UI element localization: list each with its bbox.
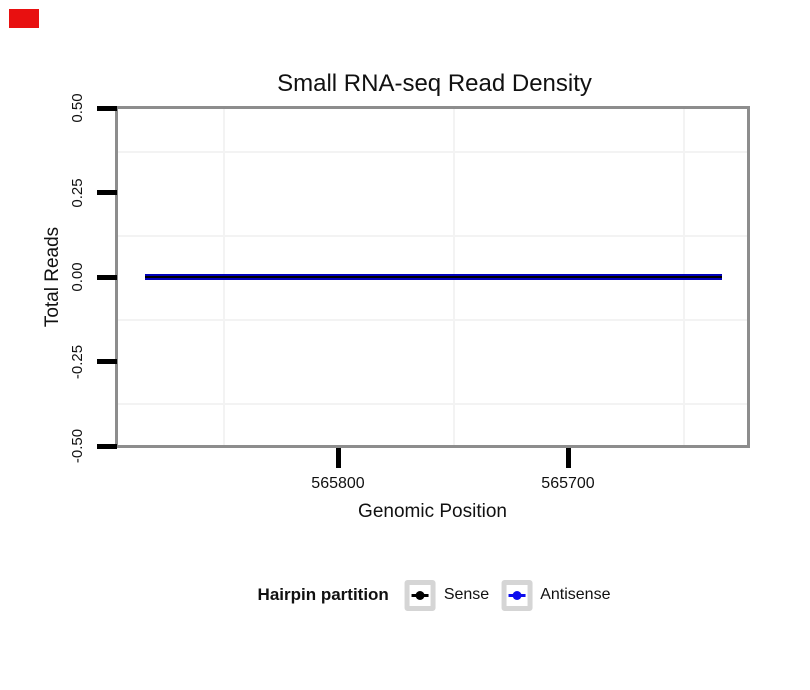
legend-key-box [404, 579, 436, 611]
legend-entries: Sense Antisense [404, 579, 623, 611]
y-axis-title: Total Reads [42, 226, 63, 328]
y-tick-mark [97, 190, 117, 195]
y-tick-label: 0.00 [69, 262, 86, 292]
x-tick-label: 565700 [541, 475, 595, 492]
legend-entry-antisense: Antisense [501, 579, 611, 611]
x-tick-label: 565800 [311, 475, 365, 492]
y-tick-mark [97, 274, 117, 280]
legend-entry-label: Antisense [540, 586, 611, 603]
legend-key-box [501, 579, 533, 611]
minor-gridline-h [118, 319, 747, 321]
y-tick-mark [97, 443, 117, 449]
y-tick-mark [97, 105, 117, 111]
y-tick-mark [97, 359, 117, 364]
minor-gridline-h [118, 235, 747, 237]
sense-line [145, 276, 722, 278]
legend-title: Hairpin partition [257, 585, 389, 604]
y-tick-label: 0.25 [69, 177, 86, 208]
x-tick-mark [335, 448, 341, 468]
legend-key-dot [512, 590, 522, 600]
minor-gridline-h [118, 403, 747, 405]
legend-entry-sense: Sense [404, 579, 490, 611]
y-tick-label: -0.25 [69, 344, 86, 379]
legend: Hairpin partition Sense Antisense [258, 576, 623, 614]
legend-entry-label: Sense [443, 586, 490, 603]
y-tick-label: -0.50 [69, 428, 86, 464]
y-tick-label: 0.50 [69, 93, 86, 123]
x-axis-title: Genomic Position [358, 501, 507, 522]
chart-title: Small RNA-seq Read Density [277, 70, 592, 97]
legend-key-dot [415, 590, 425, 600]
red-marker [9, 9, 39, 28]
x-tick-mark [565, 448, 571, 468]
minor-gridline-h [118, 151, 747, 153]
plot-panel [115, 106, 750, 448]
